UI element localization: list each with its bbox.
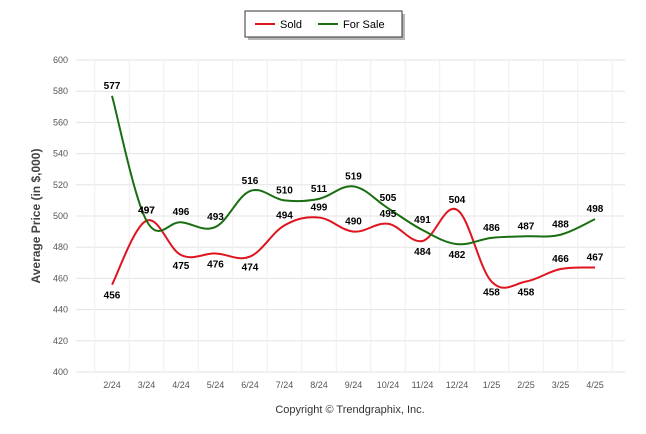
x-tick-label: 5/24 <box>207 380 225 390</box>
y-tick-label: 420 <box>53 336 68 346</box>
series-line-sold <box>111 207 596 289</box>
data-label-for-sale: 510 <box>276 185 293 196</box>
y-tick-label: 580 <box>53 86 68 96</box>
y-tick-labels: 400 420 440 460 480 500 520 540 560 580 600 <box>53 55 68 377</box>
x-tick-label: 1/25 <box>483 380 501 390</box>
y-tick-label: 460 <box>53 273 68 283</box>
y-tick-label: 440 <box>53 305 68 315</box>
series-line-for-sale <box>111 95 596 246</box>
y-tick-label: 500 <box>53 211 68 221</box>
data-label-for-sale: 516 <box>242 176 259 187</box>
data-label-sold: 456 <box>104 291 121 302</box>
data-label-for-sale: 493 <box>207 212 224 223</box>
data-label-sold: 497 <box>138 206 155 217</box>
data-label-for-sale: 486 <box>483 223 500 234</box>
data-label-for-sale: 491 <box>414 215 431 226</box>
data-label-for-sale: 488 <box>552 220 569 231</box>
data-label-sold: 458 <box>518 288 535 299</box>
x-tick-label: 6/24 <box>241 380 259 390</box>
data-label-for-sale: 496 <box>173 207 190 218</box>
y-tick-label: 560 <box>53 117 68 127</box>
x-tick-label: 11/24 <box>412 380 434 390</box>
x-tick-label: 12/24 <box>446 380 469 390</box>
x-tick-labels: 2/24 3/24 4/24 5/24 6/24 7/24 8/24 9/24 10/24 11/… <box>103 380 604 390</box>
x-tick-label: 2/25 <box>517 380 535 390</box>
x-tick-label: 4/24 <box>172 380 190 390</box>
data-label-sold: 504 <box>449 195 466 206</box>
data-label-sold: 499 <box>311 203 328 214</box>
data-label-for-sale: 497 <box>138 206 155 217</box>
x-tick-label: 3/25 <box>552 380 570 390</box>
data-label-sold: 466 <box>552 254 569 265</box>
data-label-sold: 495 <box>380 209 397 220</box>
data-label-sold: 475 <box>173 261 190 272</box>
data-label-sold: 476 <box>207 259 224 270</box>
x-tick-label: 10/24 <box>377 380 400 390</box>
gridlines <box>76 59 625 373</box>
data-label-for-sale: 498 <box>587 204 604 215</box>
data-label-for-sale: 487 <box>518 221 535 232</box>
copyright-footer: Copyright © Trendgraphix, Inc. <box>275 404 424 416</box>
data-labels: 456 497 475 476 474 494 499 490 495 484 504 458 458 4… <box>104 81 604 302</box>
legend: Sold For Sale <box>244 10 405 40</box>
data-label-sold: 490 <box>345 217 362 228</box>
y-tick-label: 480 <box>53 242 68 252</box>
y-axis-label: Average Price (in $,000) <box>29 149 43 284</box>
x-tick-label: 7/24 <box>276 380 294 390</box>
data-label-sold: 474 <box>242 263 259 274</box>
data-label-for-sale: 482 <box>449 250 466 261</box>
legend-label-for-sale: For Sale <box>343 19 385 31</box>
x-tick-label: 9/24 <box>345 380 363 390</box>
data-label-sold: 467 <box>587 252 604 263</box>
y-tick-label: 520 <box>53 180 68 190</box>
legend-label-sold: Sold <box>280 19 302 31</box>
x-tick-label: 3/24 <box>138 380 156 390</box>
data-label-sold: 458 <box>483 288 500 299</box>
x-tick-label: 8/24 <box>310 380 328 390</box>
x-tick-label: 4/25 <box>586 380 604 390</box>
y-tick-label: 600 <box>53 55 68 65</box>
y-tick-label: 540 <box>53 149 68 159</box>
data-label-for-sale: 519 <box>345 171 362 182</box>
x-tick-label: 2/24 <box>103 380 121 390</box>
y-tick-label: 400 <box>53 367 68 377</box>
data-label-for-sale: 511 <box>311 184 328 195</box>
data-label-for-sale: 577 <box>104 81 121 92</box>
series-lines <box>111 95 596 289</box>
data-label-for-sale: 505 <box>380 193 397 204</box>
data-label-sold: 484 <box>414 247 431 258</box>
data-label-sold: 494 <box>276 210 293 221</box>
